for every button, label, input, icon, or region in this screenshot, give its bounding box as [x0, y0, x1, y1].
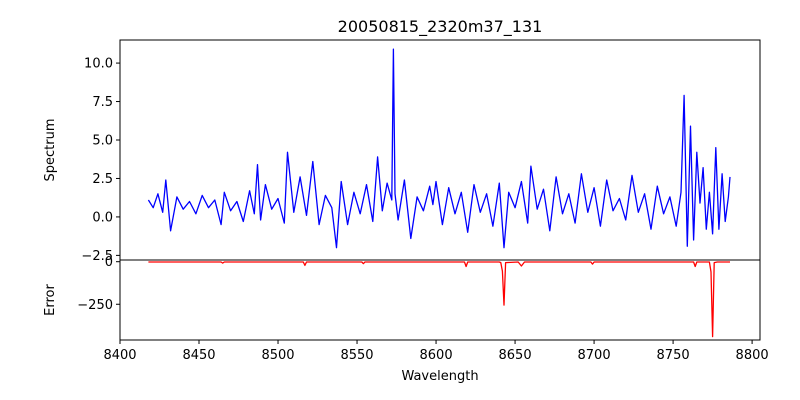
x-tick-label: 8400	[103, 348, 136, 363]
chart-title: 20050815_2320m37_131	[338, 17, 543, 37]
x-tick-label: 8600	[420, 348, 453, 363]
error-y-tick-label: −250	[77, 298, 113, 313]
error-y-axis-label: Error	[43, 284, 58, 316]
spectrum-axes-frame	[119, 39, 761, 261]
spectrum-y-tick-label: −2.5	[81, 249, 113, 264]
x-tick-label: 8700	[578, 348, 611, 363]
x-tick-label: 8800	[736, 348, 769, 363]
error-axes-frame	[119, 259, 761, 341]
spectrum-series-line	[147, 48, 731, 249]
error-y-tick-label: 0	[105, 255, 113, 270]
error-series-line	[148, 261, 730, 338]
x-tick-label: 8650	[499, 348, 532, 363]
spectrum-panel: Spectrum −2.5 0.0 2.5 5.0 7.5 10.0	[43, 39, 761, 264]
error-panel: Error −250 0 8400 8450 8500 8550 8600 8650 8700 8…	[43, 255, 769, 363]
spectrum-y-tick-label: 5.0	[92, 134, 113, 149]
x-tick-label: 8550	[340, 348, 373, 363]
spectrum-y-tick-label: 0.0	[92, 210, 113, 225]
x-axis-label: Wavelength	[401, 369, 478, 384]
spectrum-y-tick-label: 10.0	[84, 57, 113, 72]
spectrum-y-tick-label: 2.5	[92, 172, 113, 187]
spectrum-y-axis-label: Spectrum	[43, 119, 58, 182]
x-tick-label: 8750	[657, 348, 690, 363]
x-tick-label: 8500	[261, 348, 294, 363]
spectrum-y-tick-label: 7.5	[92, 95, 113, 110]
x-tick-label: 8450	[182, 348, 215, 363]
